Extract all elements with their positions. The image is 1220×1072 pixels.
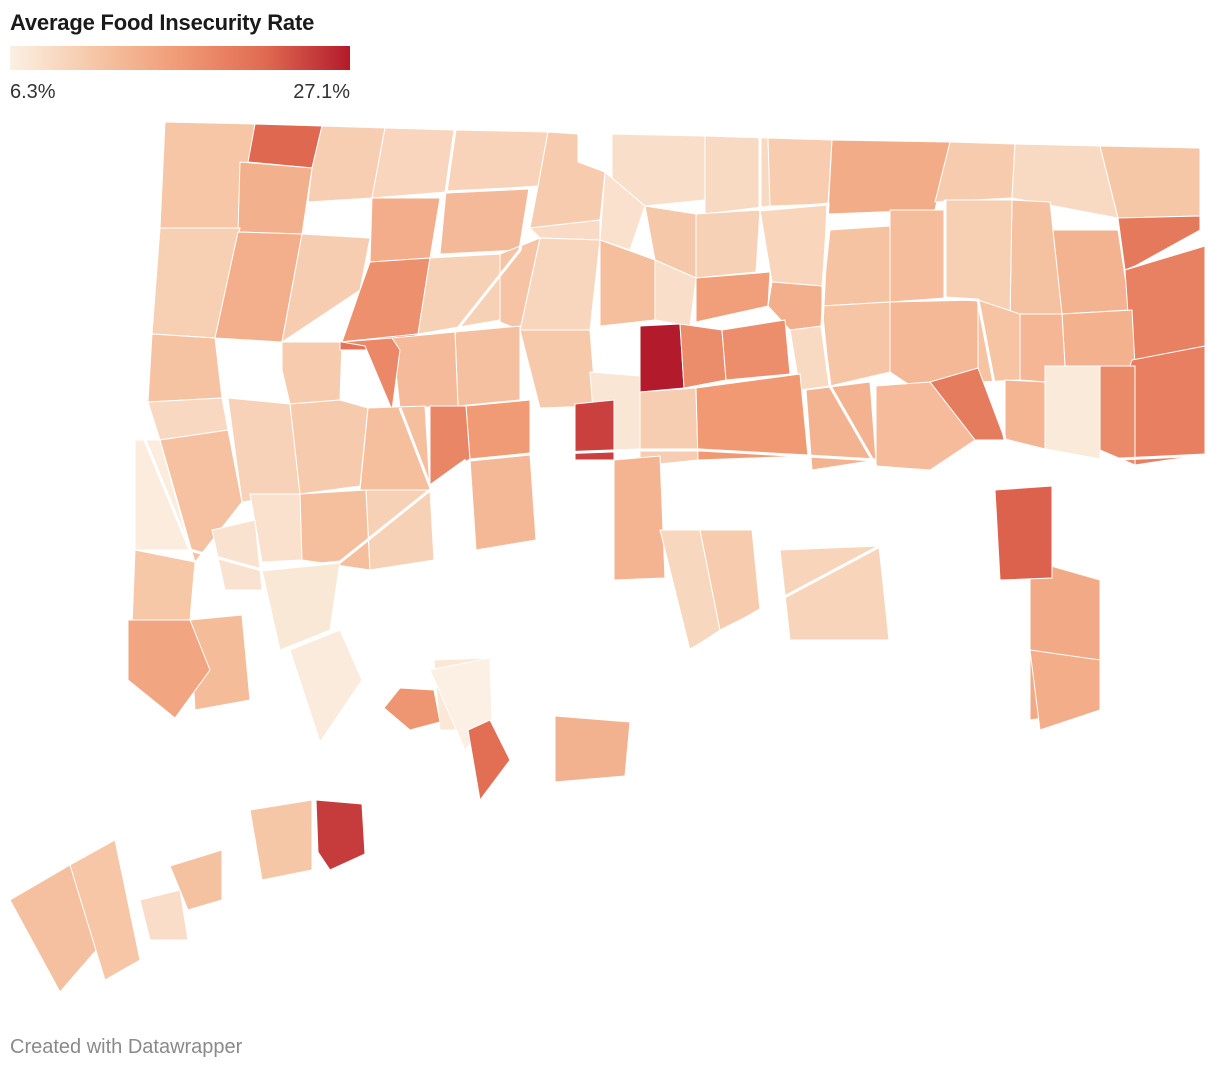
- town-region[interactable]: [639, 387, 699, 467]
- town-region[interactable]: [613, 455, 666, 581]
- town-region[interactable]: [1099, 145, 1201, 219]
- credit-footer: Created with Datawrapper: [10, 1036, 243, 1058]
- town-region[interactable]: [519, 329, 597, 409]
- town-region[interactable]: [1044, 365, 1101, 461]
- town-region[interactable]: [1061, 309, 1136, 367]
- town-region[interactable]: [211, 519, 263, 591]
- town-region[interactable]: [383, 687, 441, 731]
- town-region[interactable]: [1029, 649, 1101, 731]
- connecticut-town-map[interactable]: [0, 110, 1220, 1010]
- town-region[interactable]: [307, 125, 386, 203]
- town-region[interactable]: [599, 170, 646, 251]
- town-region[interactable]: [131, 549, 196, 626]
- town-region[interactable]: [1049, 229, 1131, 315]
- town-region[interactable]: [467, 719, 511, 802]
- town-region[interactable]: [439, 187, 531, 255]
- town-region[interactable]: [821, 225, 891, 307]
- town-region[interactable]: [1004, 379, 1046, 451]
- town-region[interactable]: [779, 545, 891, 641]
- town-region[interactable]: [721, 319, 791, 381]
- town-region[interactable]: [69, 839, 141, 981]
- town-region[interactable]: [299, 489, 371, 571]
- legend-min-label: 6.3%: [10, 81, 56, 103]
- county-boundaries: [143, 129, 1206, 652]
- town-region[interactable]: [469, 453, 537, 551]
- town-region[interactable]: [695, 271, 771, 323]
- legend-max-label: 27.1%: [293, 81, 350, 103]
- town-region[interactable]: [237, 161, 313, 235]
- town-region[interactable]: [247, 123, 323, 169]
- town-region[interactable]: [821, 301, 891, 387]
- town-region[interactable]: [417, 253, 501, 335]
- town-region[interactable]: [341, 337, 401, 412]
- town-region[interactable]: [445, 129, 549, 193]
- town-region[interactable]: [679, 323, 727, 389]
- town-region[interactable]: [139, 889, 189, 941]
- map-title: Average Food Insecurity Rate: [10, 10, 315, 35]
- town-region[interactable]: [889, 209, 946, 303]
- town-region[interactable]: [977, 299, 1021, 383]
- town-region[interactable]: [695, 209, 761, 279]
- town-region[interactable]: [315, 799, 366, 871]
- town-region[interactable]: [289, 629, 363, 744]
- town-region[interactable]: [454, 325, 521, 407]
- town-region[interactable]: [1099, 365, 1136, 466]
- town-region[interactable]: [365, 489, 435, 571]
- town-region[interactable]: [391, 331, 459, 409]
- town-region[interactable]: [554, 715, 631, 783]
- town-region[interactable]: [169, 849, 223, 911]
- town-region[interactable]: [465, 399, 531, 461]
- town-region[interactable]: [127, 619, 211, 719]
- town-region[interactable]: [369, 197, 441, 263]
- town-region[interactable]: [529, 131, 606, 229]
- town-region[interactable]: [281, 341, 343, 405]
- town-region[interactable]: [371, 127, 456, 199]
- town-region[interactable]: [147, 333, 223, 403]
- town-region[interactable]: [359, 405, 431, 491]
- color-legend: 6.3% 27.1%: [10, 46, 350, 103]
- town-region[interactable]: [639, 323, 685, 393]
- town-region[interactable]: [249, 799, 313, 881]
- town-region[interactable]: [827, 139, 951, 215]
- town-region[interactable]: [695, 373, 809, 461]
- legend-gradient-bar: [10, 46, 350, 70]
- town-region[interactable]: [289, 399, 369, 495]
- town-region[interactable]: [611, 133, 706, 207]
- town-region[interactable]: [599, 239, 656, 327]
- town-region[interactable]: [875, 381, 976, 471]
- town-region[interactable]: [1117, 215, 1201, 271]
- town-region[interactable]: [994, 485, 1053, 581]
- town-region[interactable]: [767, 137, 833, 207]
- town-region[interactable]: [1009, 199, 1063, 321]
